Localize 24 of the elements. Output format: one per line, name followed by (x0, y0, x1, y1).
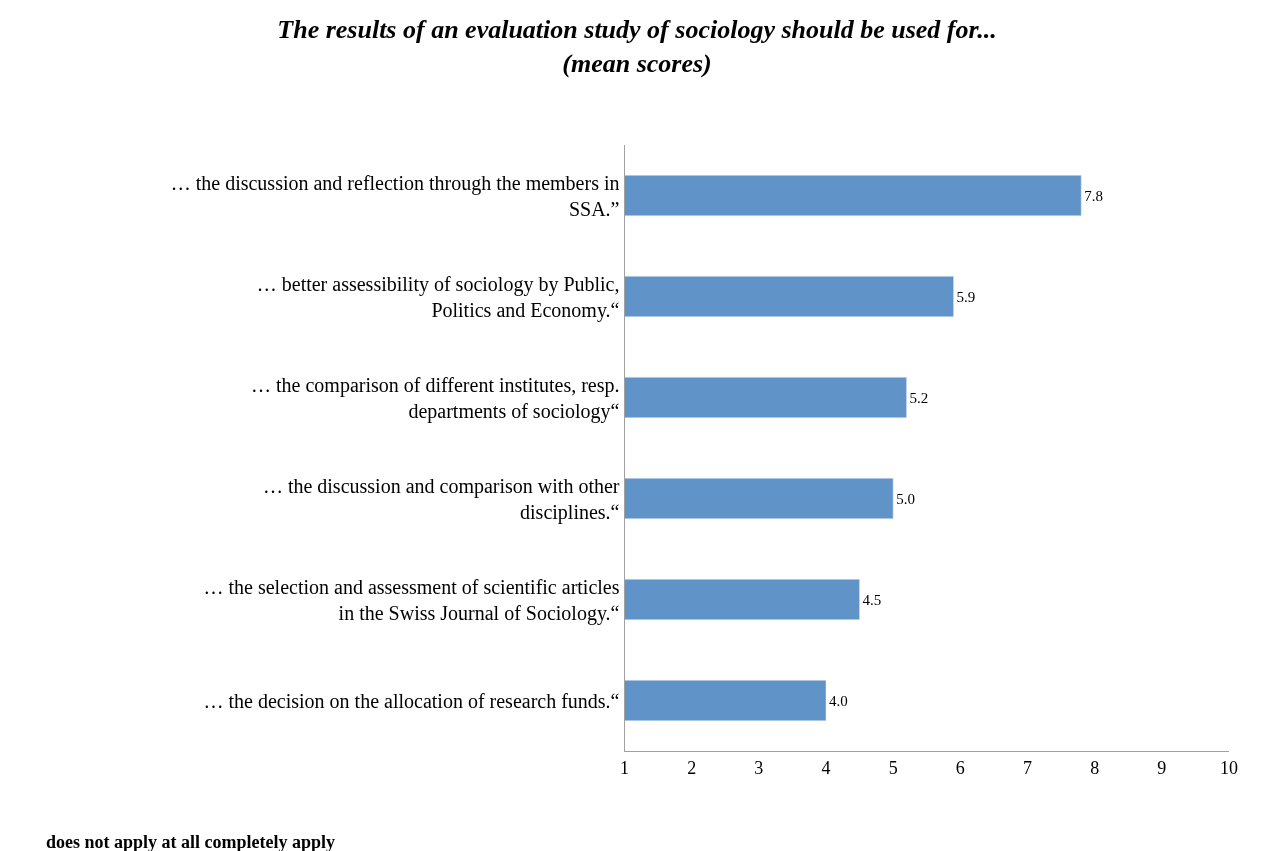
x-tick-label: 6 (955, 757, 965, 778)
data-label: 5.2 (909, 389, 929, 406)
x-tick-label: 10 (1220, 757, 1238, 778)
x-axis-title: does not apply at all completely apply (46, 832, 336, 851)
data-label: 4.0 (829, 692, 848, 709)
chart-title: The results of an evaluation study of sociology should be used for... (mean scores) (277, 15, 997, 79)
y-tick-label: … the discussion and reflection through the members in SSA.” (170, 171, 620, 220)
x-tick-label: 1 (620, 757, 629, 778)
x-tick-label: 7 (1023, 757, 1032, 778)
data-label: 7.8 (1084, 187, 1103, 204)
y-tick-label: … better assessibility of sociology by Public, Politics and Economy.“ (256, 272, 620, 322)
y-tick-label: … the selection and assessment of scientific articles in the Swiss Journal of Sociology.“ (203, 575, 620, 625)
x-tick-label: 9 (1157, 757, 1167, 778)
data-label: 4.5 (862, 591, 882, 608)
data-label: 5.0 (896, 490, 915, 507)
x-tick-label: 5 (888, 757, 898, 778)
data-label: 5.9 (956, 288, 976, 305)
x-tick-label: 4 (821, 757, 831, 778)
x-tick-label: 3 (754, 757, 764, 778)
y-tick-label: … the decision on the allocation of research funds.“ (203, 689, 620, 712)
x-tick-label: 8 (1090, 757, 1100, 778)
y-tick-label: … the comparison of different institutes, resp. departments of sociology“ (251, 373, 620, 423)
x-tick-label: 2 (687, 757, 697, 778)
y-tick-label: … the discussion and comparison with other disciplines.“ (262, 474, 620, 524)
